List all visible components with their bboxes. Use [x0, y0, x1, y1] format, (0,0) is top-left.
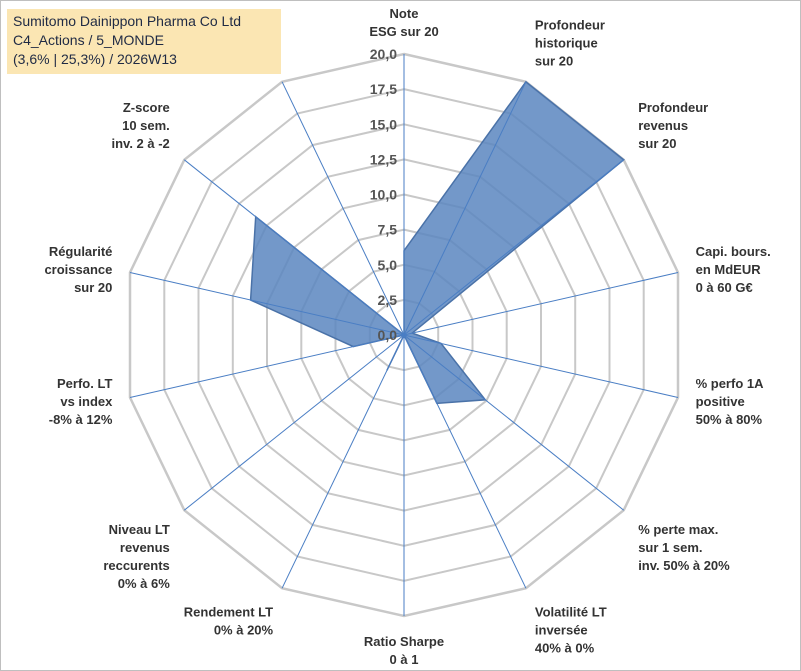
axis-label-line: historique [535, 35, 598, 50]
tick-label-6: 15,0 [370, 116, 397, 132]
axis-label-line: positive [696, 394, 745, 409]
tick-label-1: 2,5 [378, 292, 398, 308]
axis-label-z-score: Z-score 10 sem. inv. 2 à -2 [112, 100, 170, 151]
axis-label-perte-max: % perte max. sur 1 sem. inv. 50% à 20% [638, 522, 730, 573]
title-line-1: Sumitomo Dainippon Pharma Co Ltd [13, 13, 242, 29]
spoke-momentum [281, 81, 405, 336]
data-series-polygon [249, 80, 625, 405]
tick-label-8: 20,0 [370, 46, 397, 62]
spoke-regularite-croissance [129, 272, 405, 336]
tick-label-0: 0,0 [378, 327, 398, 343]
axis-label-line: Régularité [49, 244, 113, 259]
spoke-z-score [183, 159, 405, 336]
axis-label-profondeur-historique: Profondeur historique sur 20 [535, 17, 605, 68]
axis-label-line: % perfo 1A [696, 376, 765, 391]
tick-label-3: 7,5 [378, 222, 398, 238]
axis-label-line: vs index [60, 394, 113, 409]
title-line-3: (3,6% | 25,3%) / 2026W13 [13, 51, 177, 67]
axis-label-line: ESG sur 20 [369, 24, 438, 39]
axis-label-line: sur 20 [74, 280, 112, 295]
spoke-volatilite-lt [403, 334, 527, 589]
axis-label-rendement-lt: Rendement LT 0% à 20% [184, 605, 274, 638]
axis-label-line: % perte max. [638, 522, 718, 537]
title-line-2: C4_Actions / 5_MONDE [13, 32, 164, 48]
axis-label-line: 0 à 1 [390, 652, 419, 667]
tick-label-7: 17,5 [370, 81, 397, 97]
axis-label-line: 10 sem. [122, 118, 170, 133]
axis-label-line: Profondeur [638, 100, 708, 115]
spoke-profondeur-historique [403, 81, 527, 336]
spoke-perfo-lt-index [129, 334, 405, 398]
axis-label-line: 0% à 6% [118, 576, 170, 591]
axis-label-capi-bours: Capi. bours. en MdEUR 0 à 60 G€ [696, 244, 771, 295]
spoke-niveau-lt-revenus [183, 334, 405, 511]
axis-label-line: en MdEUR [696, 262, 762, 277]
axis-label-line: 50% à 80% [696, 412, 763, 427]
tick-label-4: 10,0 [370, 187, 397, 203]
tick-label-2: 5,0 [378, 257, 398, 273]
axis-label-line: sur 20 [638, 136, 676, 151]
spoke-perfo-1a [403, 334, 679, 398]
axis-label-line: revenus [120, 540, 170, 555]
axis-label-line: inversée [535, 623, 588, 638]
axis-label-line: Z-score [123, 100, 170, 115]
axis-label-line: -8% à 12% [49, 412, 113, 427]
axis-label-ratio-sharpe: Ratio Sharpe 0 à 1 [364, 634, 444, 667]
axis-label-line: inv. 50% à 20% [638, 558, 730, 573]
axis-label-line: Volatilité LT [535, 605, 607, 620]
axis-label-line: croissance [44, 262, 112, 277]
title-box: Sumitomo Dainippon Pharma Co Ltd C4_Acti… [7, 9, 281, 74]
axis-label-line: Rendement LT [184, 605, 273, 620]
axis-label-line: 40% à 0% [535, 641, 595, 656]
spoke-profondeur-revenus [403, 159, 625, 336]
axis-label-line: inv. 2 à -2 [112, 136, 170, 151]
axis-label-line: Ratio Sharpe [364, 634, 444, 649]
spoke-rendement-lt [281, 334, 405, 589]
axis-label-line: Niveau LT [109, 522, 170, 537]
axis-label-line: reccurents [103, 558, 169, 573]
axis-label-line: Capi. bours. [696, 244, 771, 259]
axis-label-line: Perfo. LT [57, 376, 112, 391]
axis-label-profondeur-revenus: Profondeur revenus sur 20 [638, 100, 708, 151]
axis-label-line: Profondeur [535, 17, 605, 32]
axis-label-line: 0% à 20% [214, 623, 274, 638]
axis-label-line: 0 à 60 G€ [696, 280, 753, 295]
axis-label-line: revenus [638, 118, 688, 133]
axis-label-perfo-1a: % perfo 1A positive 50% à 80% [696, 376, 765, 427]
axis-label-line: sur 1 sem. [638, 540, 702, 555]
axis-label-perfo-lt-index: Perfo. LT vs index -8% à 12% [49, 376, 113, 427]
tick-label-5: 12,5 [370, 151, 397, 167]
spoke-capi-bours [403, 272, 679, 336]
axis-label-line: sur 20 [535, 53, 573, 68]
axis-label-note-esg: Note ESG sur 20 [369, 6, 438, 39]
axis-label-niveau-lt-revenus: Niveau LT revenus reccurents 0% à 6% [103, 522, 170, 591]
axis-label-volatilite-lt: Volatilité LT inversée 40% à 0% [535, 605, 607, 656]
axis-label-regularite-croissance: Régularité croissance sur 20 [44, 244, 112, 295]
axis-label-line: Note [390, 6, 419, 21]
spoke-perte-max [403, 334, 625, 511]
